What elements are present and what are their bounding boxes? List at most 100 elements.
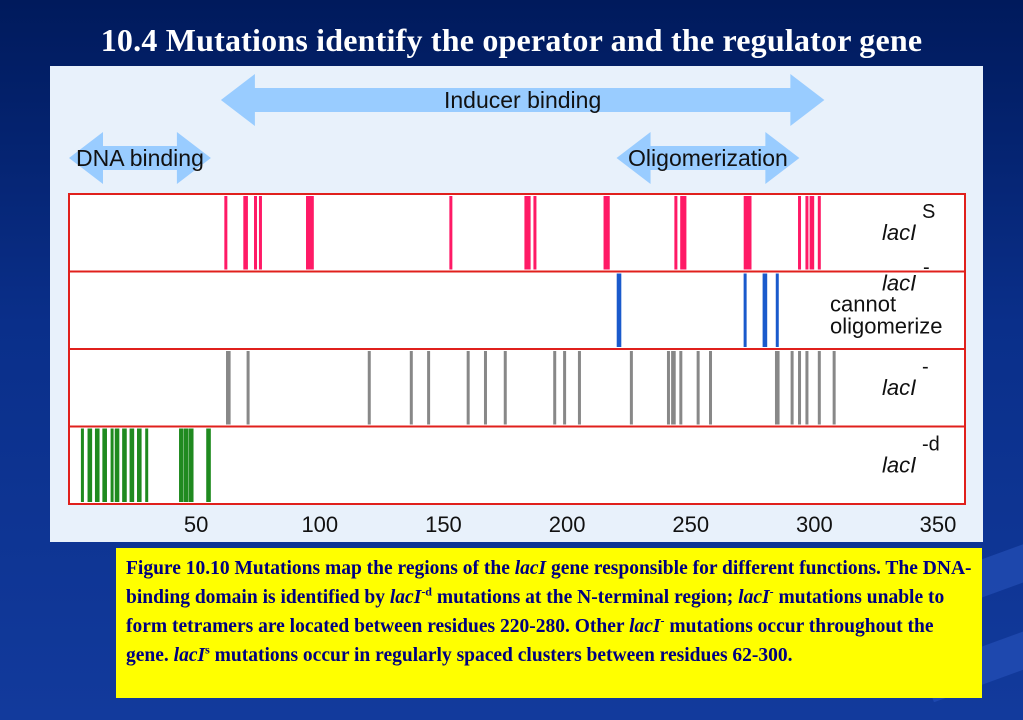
figure-caption: Figure 10.10 Mutations map the regions o… [116, 548, 982, 698]
mutation-mark [666, 351, 670, 425]
mutation-mark [224, 196, 228, 270]
mutation-mark [136, 428, 142, 502]
caption-text: mutations occur throughout the gene. [126, 616, 934, 666]
mutation-mark [674, 196, 678, 270]
axis-tick-label: 100 [301, 512, 338, 537]
mutation-mark [427, 351, 431, 425]
mutation-mark [616, 273, 622, 347]
domain-arrows: Inducer binding DNA binding Oligomerizatio… [69, 74, 825, 184]
mutation-mark [775, 273, 779, 347]
caption-text: mutations at the N-terminal region; [431, 587, 739, 608]
mutation-row: lacI S [68, 193, 966, 273]
mutation-mark [790, 351, 794, 425]
caption-superscript: - [769, 584, 774, 599]
row-superscript: - [922, 356, 929, 378]
domain-arrow [69, 132, 211, 184]
row-note: oligomerize [830, 314, 943, 339]
mutation-mark [114, 428, 120, 502]
domain-label: Inducer binding [444, 87, 601, 113]
mutation-row: lacI -d [68, 425, 966, 505]
mutation-mark [762, 273, 768, 347]
caption-superscript: s [205, 642, 210, 657]
caption-superscript: -d [421, 584, 432, 599]
row-frame [68, 348, 966, 428]
mutation-mark [145, 428, 149, 502]
mutation-mark [671, 351, 676, 425]
mutation-mark [206, 428, 211, 502]
axis-tick-label: 200 [549, 512, 586, 537]
mutation-mark [87, 428, 93, 502]
caption-text: mutations occur in regularly spaced clus… [209, 645, 793, 666]
mutation-mark [246, 351, 250, 425]
caption-gene: lacI [173, 645, 206, 666]
mutation-map-diagram: Inducer binding DNA binding Oligomerizatio… [68, 74, 966, 537]
domain-label: Oligomerization [628, 145, 788, 171]
mutation-mark [483, 351, 487, 425]
mutation-mark [94, 428, 100, 502]
figure-panel: Inducer binding DNA binding Oligomerizatio… [50, 66, 983, 542]
mutation-mark [188, 428, 194, 502]
mutation-mark [503, 351, 507, 425]
caption-text: gene responsible for different functions… [126, 558, 972, 608]
row-frame [68, 193, 966, 273]
row-frame [68, 425, 966, 505]
caption-gene: lacI [514, 558, 547, 579]
residue-axis: 50 100 150 200 250 300 350 [184, 512, 956, 537]
mutation-mark [743, 196, 752, 270]
mutation-mark [577, 351, 581, 425]
row-gene-label: lacI [882, 220, 916, 245]
mutation-mark [817, 351, 821, 425]
mutation-mark [805, 196, 809, 270]
mutation-mark [809, 196, 815, 270]
domain-label: DNA binding [76, 145, 204, 171]
mutation-mark [696, 351, 700, 425]
mutation-mark [409, 351, 413, 425]
mutation-mark [129, 428, 135, 502]
row-gene-label: lacI [882, 453, 916, 478]
mutation-mark [798, 351, 802, 425]
mutation-mark [798, 196, 802, 270]
domain-arrow [616, 132, 800, 184]
axis-tick-label: 50 [184, 512, 208, 537]
caption-gene: lacI [389, 587, 422, 608]
mutation-mark [110, 428, 114, 502]
mutation-mark [102, 428, 107, 502]
caption-text: Figure 10.10 Mutations map the regions o… [126, 558, 515, 579]
mutation-mark [179, 428, 184, 502]
mutation-mark [679, 351, 683, 425]
mutation-mark [466, 351, 470, 425]
caption-text: mutations unable to form tetramers are l… [126, 587, 945, 637]
mutation-mark [805, 351, 809, 425]
row-superscript: - [923, 257, 930, 279]
row-superscript: -d [922, 434, 940, 456]
axis-tick-label: 150 [425, 512, 462, 537]
row-gene-label: lacI [882, 271, 916, 296]
mutation-mark [122, 428, 127, 502]
mutation-mark [603, 196, 610, 270]
mutation-mark [817, 196, 821, 270]
slide-title: 10.4 Mutations identify the operator and… [100, 22, 923, 58]
mutation-mark [774, 351, 780, 425]
mutation-mark [563, 351, 567, 425]
mutation-mark [367, 351, 371, 425]
mutation-mark [254, 196, 258, 270]
mutation-mark [533, 196, 537, 270]
mutation-mark [832, 351, 836, 425]
mutation-mark [226, 351, 231, 425]
mutation-mark [553, 351, 557, 425]
caption-gene: lacI [629, 616, 661, 637]
mutation-mark [629, 351, 633, 425]
row-note: cannot [830, 292, 896, 317]
mutation-row: lacI- [68, 348, 966, 428]
caption-superscript: - [660, 613, 665, 628]
mutation-mark [258, 196, 262, 270]
row-gene-label: lacI [882, 375, 916, 400]
caption-gene: lacI [738, 587, 770, 608]
mutation-mark [709, 351, 713, 425]
mutation-mark [243, 196, 248, 270]
mutation-mark [183, 428, 189, 502]
mutation-mark [524, 196, 531, 270]
row-superscript: S [922, 201, 935, 223]
mutation-mark [680, 196, 687, 270]
